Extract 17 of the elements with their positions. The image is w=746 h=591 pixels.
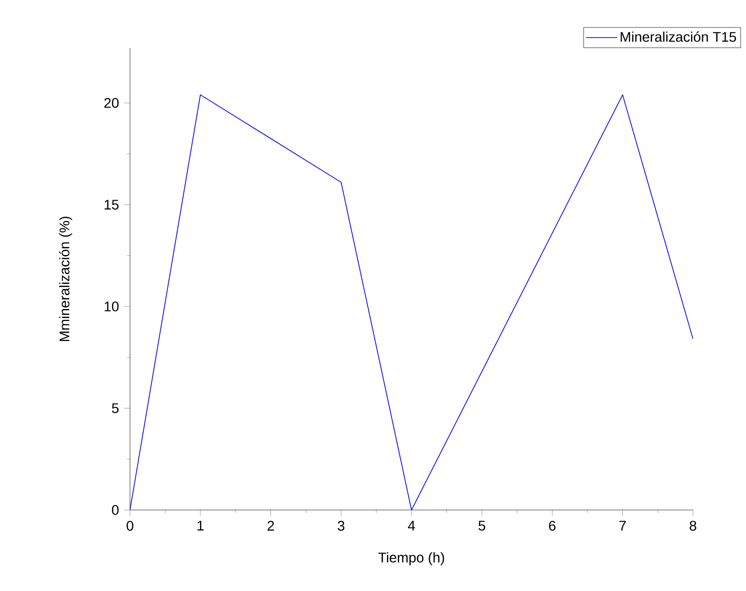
x-tick-label: 0 xyxy=(126,520,134,531)
y-axis-title: Mmineralización (%) xyxy=(58,216,72,342)
x-tick-label: 2 xyxy=(268,520,274,531)
y-tick-label: 10 xyxy=(104,302,119,312)
x-tick-label: 5 xyxy=(478,520,486,531)
y-tick-label: 15 xyxy=(104,200,119,210)
y-tick-label: 5 xyxy=(112,403,119,414)
x-tick-label: 1 xyxy=(198,520,204,530)
x-axis-title: Tiempo (h) xyxy=(378,552,444,566)
x-tick-label: 3 xyxy=(338,520,344,531)
y-tick-label: 20 xyxy=(104,98,119,108)
x-tick-label: 7 xyxy=(619,520,626,530)
x-tick-label: 6 xyxy=(549,520,556,531)
y-tick-label: 0 xyxy=(112,505,119,515)
legend-label: Mineralización T15 xyxy=(620,31,736,42)
x-tick-label: 4 xyxy=(408,520,415,530)
x-tick-label: 8 xyxy=(690,520,696,531)
